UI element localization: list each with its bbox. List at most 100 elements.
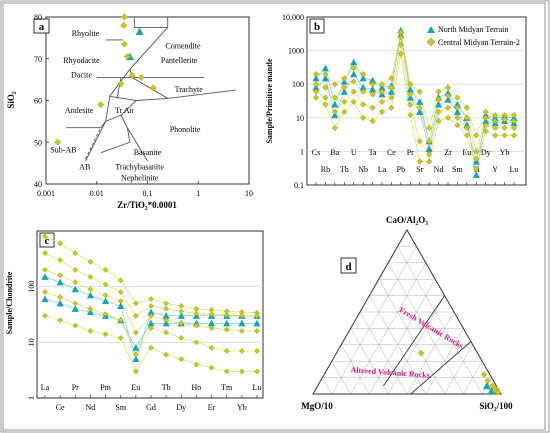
b-series-line	[315, 37, 515, 153]
c-data-point	[208, 325, 215, 332]
c-category-label: Ho	[192, 383, 202, 392]
c-data-point	[253, 319, 261, 327]
panel-b: b Sample/Primitive mantle 0.1 1 10 100 1000 1…	[265, 13, 527, 190]
b-data-point	[350, 58, 358, 66]
a-xtick-label: 0.001	[37, 189, 55, 198]
legend: North Midyan Terrain Central Midyan Terr…	[426, 20, 524, 50]
b-data-point	[369, 81, 376, 88]
b-category-label: Th	[340, 165, 349, 174]
panel-a-xlabel: Zr/TiO₂*0.0001	[117, 200, 177, 210]
b-data-point	[378, 108, 386, 115]
c-data-point	[72, 322, 79, 329]
c-data-point	[72, 279, 79, 286]
c-data-point	[163, 351, 170, 358]
c-data-point	[132, 368, 139, 375]
panel-c-letter: c	[45, 235, 50, 247]
b-category-label: Nd	[434, 165, 444, 174]
c-data-point	[132, 351, 139, 358]
d-gridline	[331, 361, 351, 395]
c-data-point	[87, 286, 94, 293]
a-ytick-label: 40	[34, 180, 42, 189]
c-data-point	[193, 339, 200, 346]
a-data-point	[135, 27, 144, 36]
d-gridline	[322, 377, 333, 395]
b-data-point	[331, 94, 338, 101]
c-data-point	[117, 298, 124, 305]
legend-box	[426, 20, 524, 50]
b-data-point	[378, 88, 386, 95]
b-data-point	[341, 108, 348, 115]
b-data-point	[312, 74, 320, 82]
c-data-point	[178, 308, 185, 315]
b-data-point	[444, 92, 452, 99]
ternary-triangle	[312, 228, 502, 395]
a-field-label: Phonolite	[170, 125, 201, 134]
c-data-point	[238, 328, 245, 334]
c-category-label: Ce	[56, 403, 65, 412]
b-data-point	[359, 83, 367, 91]
c-data-point	[208, 344, 215, 351]
b-data-point	[426, 138, 433, 145]
c-data-point	[148, 344, 154, 351]
b-data-point	[360, 88, 367, 95]
b-data-point	[482, 128, 489, 135]
b-series-line	[315, 53, 514, 171]
c-ytick-label: 100	[27, 281, 36, 293]
ternary-top-label: CaO/Al₂O₃	[386, 215, 428, 225]
c-data-point	[56, 278, 64, 286]
c-data-point	[56, 299, 64, 307]
b-data-point	[331, 124, 338, 131]
b-data-point	[350, 70, 358, 78]
b-data-point	[369, 104, 376, 111]
b-category-label: Sr	[416, 165, 423, 174]
c-category-label: Eu	[131, 383, 140, 392]
c-data-point	[178, 356, 185, 362]
b-data-point	[407, 91, 414, 98]
b-data-point	[388, 84, 395, 91]
c-data-point	[42, 250, 48, 257]
c-data-point	[71, 285, 79, 293]
a-field-label: Trachyte	[175, 85, 204, 94]
b-data-point	[322, 84, 329, 91]
b-data-point	[454, 114, 461, 121]
a-ytick-label: 70	[34, 55, 42, 64]
d-gridline	[340, 344, 370, 395]
b-ytick-label: 0.1	[294, 181, 304, 190]
d-gridline	[444, 344, 474, 395]
a-field-label: Nephelinite	[121, 174, 159, 183]
b-data-point	[378, 81, 386, 88]
b-data-point	[510, 124, 518, 131]
b-data-point	[350, 65, 357, 72]
b-data-point	[321, 74, 330, 82]
a-data-point	[123, 53, 131, 61]
b-data-point	[444, 89, 452, 96]
b-data-point	[341, 75, 348, 82]
c-data-point	[208, 364, 215, 371]
c-category-label: Dy	[176, 403, 186, 412]
b-data-point	[397, 34, 404, 41]
a-field-label: Comendite	[165, 41, 201, 50]
a-data-point	[120, 13, 128, 21]
d-gridline	[350, 328, 389, 395]
b-series-line	[316, 32, 514, 137]
c-data-point	[178, 320, 185, 327]
c-data-point	[254, 328, 260, 334]
legend-north-symbol	[427, 26, 435, 33]
d-gridline	[369, 279, 436, 395]
c-data-point	[117, 302, 125, 310]
b-category-label: U	[351, 148, 357, 157]
b-data-point	[407, 112, 414, 119]
panel-b-badge	[309, 18, 325, 34]
b-series-line	[315, 34, 515, 175]
b-data-point	[416, 104, 423, 111]
legend-central-symbol	[426, 37, 436, 47]
b-ytick-label: 10	[296, 114, 304, 123]
c-data-point	[86, 308, 95, 316]
a-data-point	[149, 84, 157, 92]
b-category-label: Y	[492, 165, 498, 174]
b-data-point	[341, 98, 348, 105]
a-ytick-label: 60	[34, 97, 42, 106]
b-data-point	[397, 41, 404, 48]
a-field-label: Dacite	[71, 71, 92, 80]
